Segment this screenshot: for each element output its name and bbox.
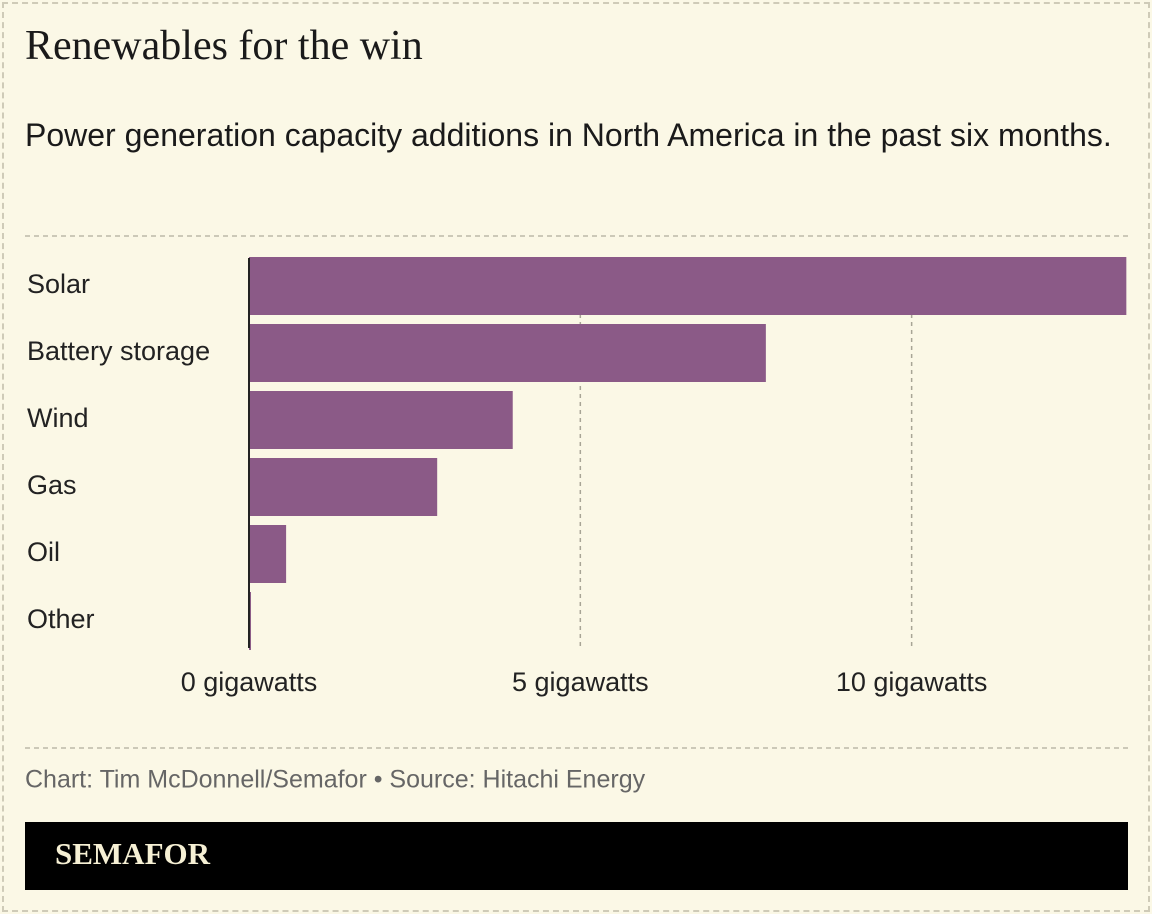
y-tick-label: Wind: [27, 403, 89, 433]
brand-logo: SEMAFOR: [55, 836, 211, 871]
x-tick-label: 5 gigawatts: [512, 667, 649, 697]
chart-subtitle: Power generation capacity additions in N…: [25, 117, 1112, 153]
y-tick-label: Other: [27, 604, 95, 634]
y-tick-label: Gas: [27, 470, 77, 500]
brand-bar: [25, 822, 1128, 890]
x-tick-label: 10 gigawatts: [836, 667, 988, 697]
y-tick-label: Oil: [27, 537, 60, 567]
source-note: Chart: Tim McDonnell/Semafor • Source: H…: [25, 766, 646, 794]
bar: [249, 324, 766, 382]
y-tick-label: Battery storage: [27, 336, 210, 366]
bar: [249, 257, 1127, 315]
bar: [249, 391, 513, 449]
bar: [249, 458, 438, 516]
chart-title: Renewables for the win: [25, 23, 423, 69]
y-tick-label: Solar: [27, 269, 90, 299]
bar: [249, 525, 287, 583]
x-tick-label: 0 gigawatts: [181, 667, 318, 697]
